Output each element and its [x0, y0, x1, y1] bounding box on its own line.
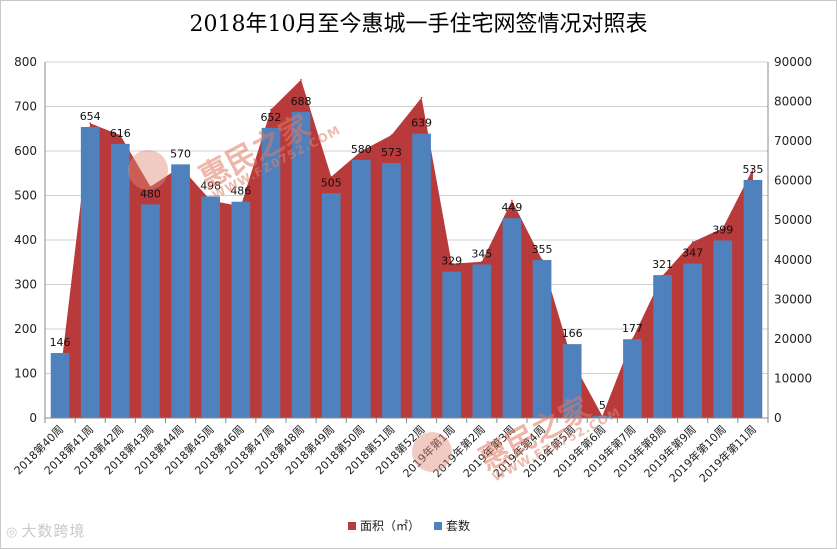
bar-value-label: 688: [291, 95, 312, 108]
bar-value-label: 449: [501, 201, 522, 214]
area-point: [330, 175, 332, 178]
bar-value-label: 329: [441, 255, 462, 268]
area-point: [270, 108, 272, 111]
legend-item-bar: 套数: [434, 517, 470, 534]
bar: [412, 133, 431, 418]
area-series-fill: [60, 79, 753, 419]
y-left-tick-label: 300: [14, 278, 37, 292]
y-left-tick-label: 500: [14, 189, 37, 203]
bar-value-label: 321: [652, 258, 673, 271]
bar: [743, 179, 763, 418]
area-point: [752, 168, 754, 170]
bar-value-label: 399: [712, 223, 733, 236]
bar: [713, 240, 733, 418]
area-point: [149, 185, 152, 188]
bar-value-label: 146: [50, 336, 71, 349]
y-right-tick-label: 10000: [774, 371, 812, 385]
y-left-tick-label: 800: [14, 55, 37, 69]
y-left-tick-label: 0: [29, 411, 37, 425]
bar: [291, 111, 311, 418]
bar: [351, 159, 371, 418]
bar-value-label: 480: [140, 187, 161, 200]
y-left-tick-label: 700: [14, 100, 37, 114]
bar: [171, 164, 190, 418]
bar: [683, 263, 703, 418]
area-point: [691, 241, 694, 243]
bar-value-label: 347: [682, 247, 703, 260]
bar: [231, 201, 251, 418]
area-point: [300, 79, 302, 81]
bar: [592, 415, 612, 418]
bar-value-label: 177: [622, 322, 643, 335]
y-right-tick-label: 20000: [774, 332, 812, 346]
y-right-tick-label: 50000: [774, 213, 812, 227]
bar: [653, 275, 672, 418]
bar: [201, 196, 221, 418]
legend-item-area: 面积（㎡）: [348, 517, 420, 534]
bar-value-label: 654: [80, 110, 101, 123]
area-point: [481, 260, 483, 263]
legend-swatch-bar: [434, 521, 443, 530]
bar: [261, 127, 281, 419]
y-left-tick-label: 600: [14, 144, 37, 158]
y-right-tick-label: 60000: [774, 174, 812, 188]
y-right-tick-label: 40000: [774, 253, 812, 267]
legend-label-bar: 套数: [446, 519, 471, 533]
y-right-tick-label: 70000: [774, 134, 812, 148]
bar-value-label: 570: [170, 147, 191, 160]
area-point: [450, 262, 453, 265]
legend-label-area: 面积（㎡）: [360, 519, 421, 533]
area-series: [59, 79, 754, 419]
y-left-tick-label: 400: [14, 233, 37, 247]
area-point: [390, 134, 393, 136]
bar-value-label: 639: [411, 117, 432, 130]
bar-series: [50, 111, 763, 419]
bar: [472, 264, 492, 418]
bar-value-label: 355: [532, 243, 553, 256]
legend: 面积（㎡） 套数: [348, 517, 470, 534]
bar: [442, 271, 462, 418]
y-right-tick-label: 90000: [774, 55, 812, 69]
bar: [80, 126, 100, 418]
bar-value-label: 580: [351, 143, 372, 156]
bar: [502, 218, 522, 418]
legend-swatch-area: [348, 521, 356, 530]
bar-value-label: 535: [742, 163, 763, 176]
bar-value-label: 486: [230, 185, 251, 198]
data-labels: 146 654 616 480 570 498 486 652 688 505 580 573 639 3…: [50, 95, 764, 412]
bar-value-label: 573: [381, 146, 402, 159]
bar: [321, 193, 341, 418]
y-right-tick-label: 30000: [774, 292, 812, 306]
area-point: [89, 122, 91, 125]
chart-title: 2018年10月至今惠城一手住宅网签情况对照表: [189, 12, 648, 37]
bar-value-label: 345: [471, 247, 492, 260]
brand-logo-icon: ◎: [6, 525, 19, 540]
area-point: [722, 227, 724, 229]
bar-value-label: 498: [200, 179, 221, 192]
bar: [623, 339, 642, 418]
area-point: [360, 150, 363, 152]
y-left-tick-label: 200: [14, 322, 37, 336]
area-point: [420, 96, 423, 99]
bar-value-label: 166: [562, 327, 583, 340]
bar-value-label: 652: [260, 111, 281, 124]
bar: [532, 260, 552, 418]
bar-value-label: 5: [599, 399, 606, 412]
footer-brand: ◎ 大数跨境: [6, 520, 85, 541]
bar: [141, 204, 160, 418]
y-right-tick-label: 0: [774, 411, 782, 425]
y-left-tick-label: 100: [14, 367, 37, 381]
footer-brand-text: 大数跨境: [21, 522, 86, 540]
bar-value-label: 505: [321, 176, 342, 189]
bar: [50, 353, 70, 418]
bar: [562, 344, 582, 418]
bar: [382, 163, 401, 418]
area-point: [511, 199, 513, 202]
area-point: [119, 134, 122, 136]
bar: [110, 143, 130, 418]
y-right-tick-label: 80000: [774, 95, 812, 109]
bar-value-label: 616: [110, 127, 131, 140]
